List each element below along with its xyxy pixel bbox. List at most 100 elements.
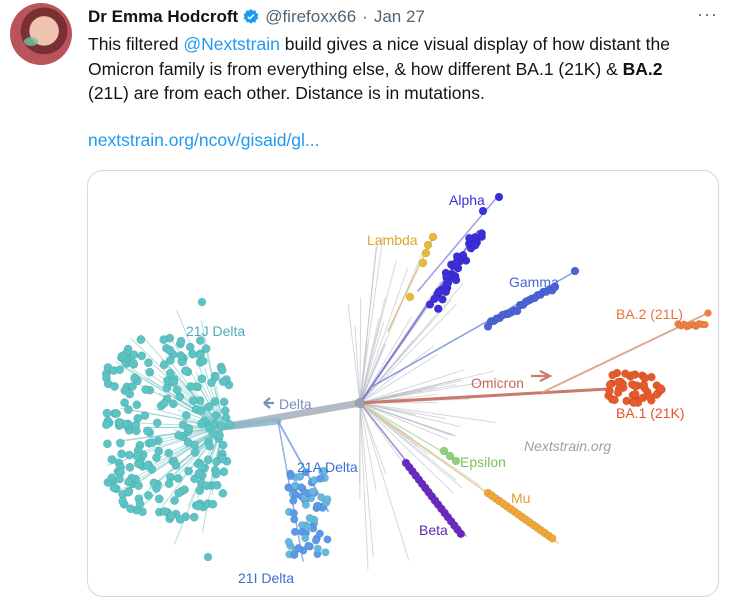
label-delta: Delta (279, 396, 312, 412)
tree-tip (208, 429, 218, 439)
tree-tip (286, 471, 295, 480)
tweet-text-part: (21L) are from each other. Distance is i… (88, 83, 485, 103)
tree-branch (153, 364, 224, 428)
tree-tip (294, 544, 303, 553)
tree-tip (321, 548, 330, 557)
tree-tip (547, 534, 557, 543)
tree-tip (301, 468, 310, 477)
tree-tip (405, 292, 415, 302)
label-mu: Mu (511, 490, 530, 506)
tree-branch (359, 402, 410, 561)
tree-tip (290, 550, 299, 560)
tree-branch (359, 402, 374, 558)
tree-tip (289, 509, 298, 518)
tree-tip (421, 248, 431, 258)
author-name[interactable]: Dr Emma Hodcroft (88, 7, 239, 26)
label-21i-delta: 21I Delta (238, 570, 294, 586)
tree-tip (570, 266, 580, 276)
tree-tip (118, 496, 128, 506)
tree-branch (359, 402, 454, 494)
tree-tip (115, 438, 125, 448)
tree-tip (136, 335, 146, 345)
tree-branch (123, 426, 224, 485)
tweet-text-part: Omicron family is from everything else, … (88, 58, 623, 79)
tweet-text: This filtered @Nextstrain build gives a … (88, 32, 728, 106)
tree-tip (445, 451, 455, 461)
tree-tip (203, 552, 213, 562)
tree-tip (301, 500, 311, 509)
tree-tip (144, 491, 153, 500)
tree-tip (117, 351, 127, 361)
tree-tip (470, 241, 480, 250)
tree-tip (284, 537, 293, 546)
label-gamma: Gamma (509, 274, 559, 290)
tree-tip (147, 438, 157, 448)
tree-tip (627, 371, 637, 380)
tweet-image[interactable]: Alpha Lambda Gamma BA.2 (21L) Omicron BA… (87, 170, 719, 597)
tree-tip (102, 439, 112, 449)
tree-branch (359, 402, 449, 440)
tree-tip (438, 295, 447, 304)
tree-branch (144, 369, 224, 428)
tree-tip (652, 390, 661, 399)
tree-tip (174, 488, 184, 498)
label-beta: Beta (419, 522, 448, 538)
tree-tip (297, 483, 306, 492)
tree-tip (608, 370, 617, 380)
tree-tip (313, 501, 322, 511)
tree-tip (189, 512, 199, 522)
tree-tip (160, 507, 169, 516)
tree-tip (640, 373, 650, 383)
tree-branch (359, 354, 438, 404)
tree-tip (102, 408, 112, 418)
tree-tip (308, 487, 317, 496)
tree-tip (197, 462, 207, 471)
tree-tip (154, 494, 164, 504)
tree-branch (359, 303, 458, 404)
tree-tip (290, 527, 299, 536)
mention-link[interactable]: @Nextstrain (183, 34, 280, 54)
tree-tip (218, 454, 227, 464)
tree-tip (172, 385, 182, 395)
tree-tip (132, 400, 142, 410)
tree-tip (217, 365, 227, 375)
tree-tip (184, 466, 194, 476)
tree-branch (359, 402, 416, 416)
tree-tip (629, 398, 638, 407)
tweet-link[interactable]: nextstrain.org/ncov/gisaid/gl... (88, 130, 320, 150)
tree-tip (137, 351, 147, 361)
tree-tip (218, 377, 228, 387)
omicron-branch (358, 387, 610, 405)
phylogenetic-tree-figure: Alpha Lambda Gamma BA.2 (21L) Omicron BA… (101, 192, 712, 586)
tree-branch (359, 235, 384, 404)
tree-tip (313, 544, 322, 553)
tweet-date[interactable]: Jan 27 (373, 7, 425, 26)
tree-tip (133, 459, 143, 469)
tree-tip (107, 473, 117, 483)
tree-branch (359, 345, 434, 404)
tree-branch (359, 369, 465, 404)
tree-tip (141, 385, 151, 395)
tree-tip (428, 232, 438, 242)
tree-tip (120, 398, 130, 408)
tree-tip (143, 426, 152, 436)
tree-tip (196, 406, 206, 416)
tree-tip (203, 455, 213, 465)
tree-branch (107, 426, 224, 466)
tree-tip (124, 477, 134, 487)
label-21a-delta: 21A Delta (297, 459, 358, 475)
tree-tip (305, 514, 314, 523)
avatar[interactable] (10, 3, 72, 65)
tree-tip (173, 474, 183, 483)
tree-tip (550, 282, 560, 292)
tree-tip (197, 297, 207, 307)
more-options-icon[interactable]: ··· (697, 4, 718, 24)
tree-tip (128, 381, 138, 391)
tree-tip (444, 278, 453, 287)
tree-branch (359, 344, 385, 404)
watermark: Nextstrain.org (524, 438, 611, 454)
tree-tip (176, 351, 186, 360)
author-handle[interactable]: @firefoxx66 (265, 7, 357, 26)
tree-tip (621, 369, 630, 378)
tree-tip (301, 534, 310, 543)
